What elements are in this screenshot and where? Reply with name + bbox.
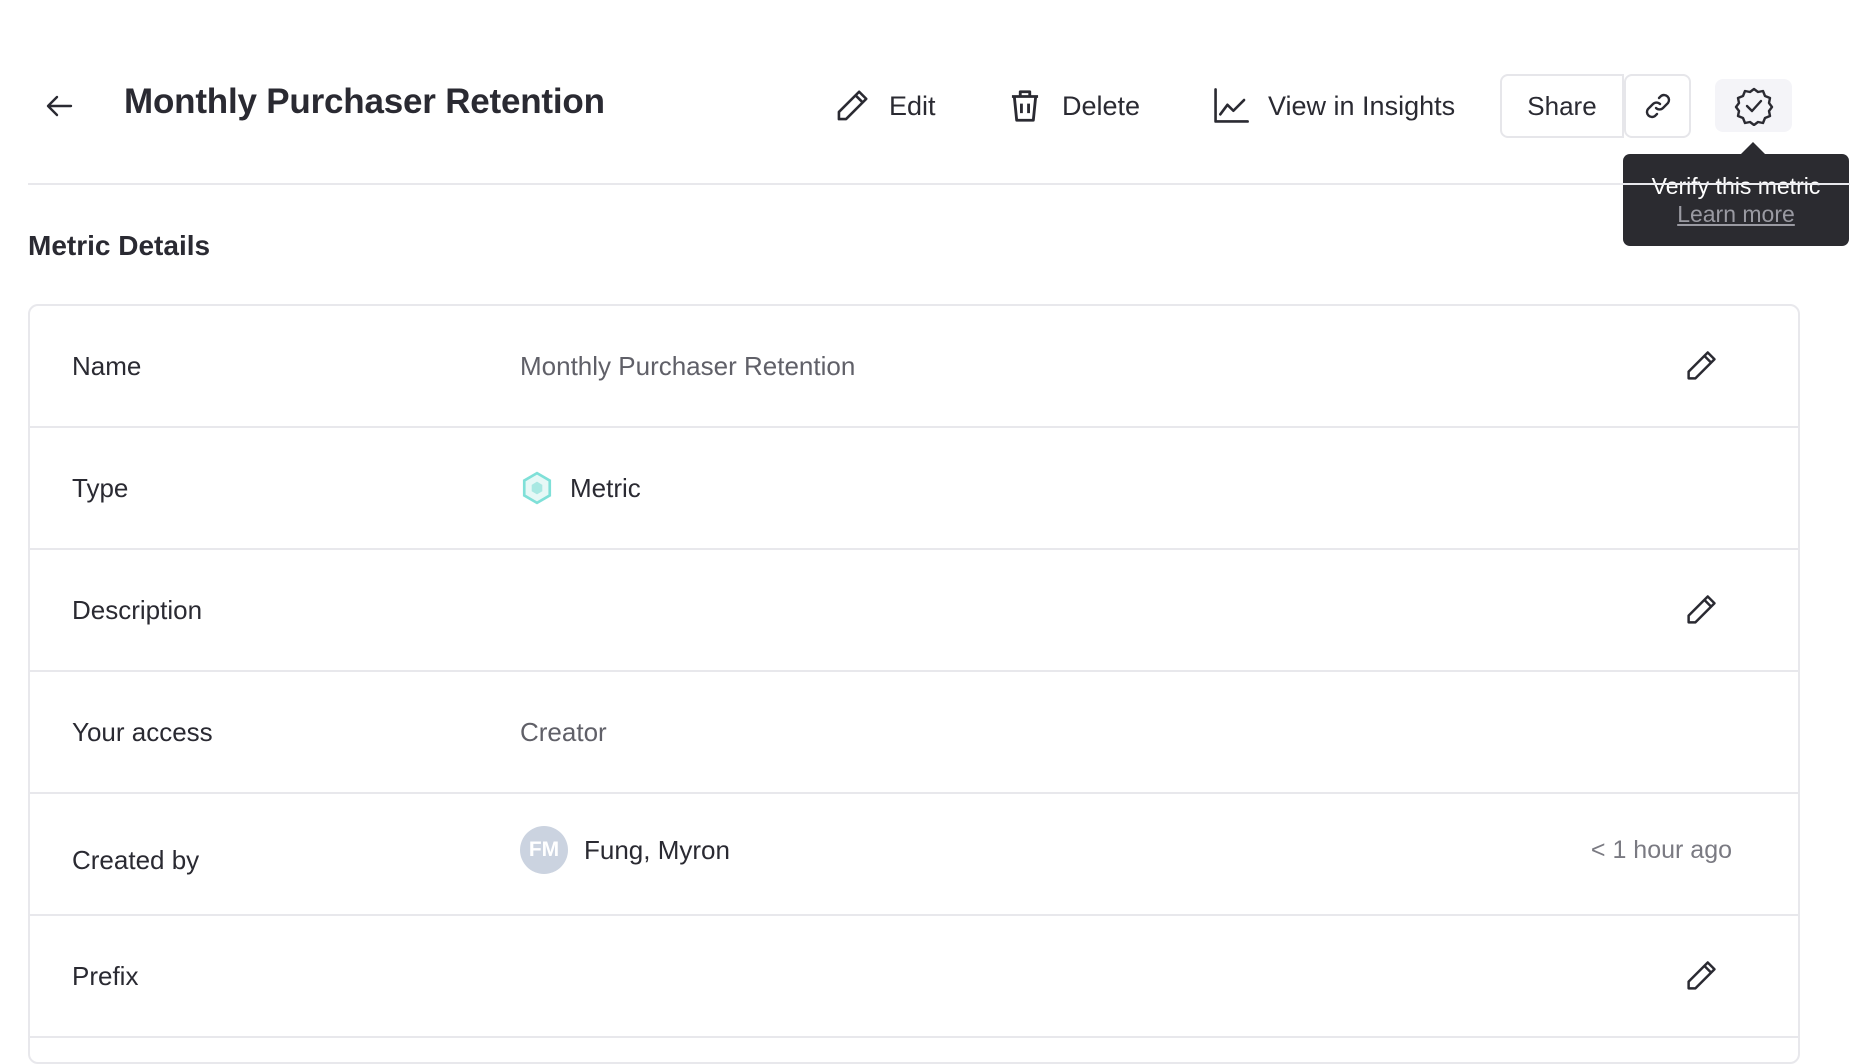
arrow-left-icon xyxy=(46,95,73,117)
detail-row-description: Description xyxy=(30,550,1798,672)
delete-label: Delete xyxy=(1062,90,1141,121)
detail-row-created-by: Created by FM Fung, Myron < 1 hour ago xyxy=(30,794,1798,916)
share-button[interactable]: Share xyxy=(1500,74,1624,138)
row-label: Prefix xyxy=(72,961,139,991)
verify-tooltip: Verify this metric Learn more xyxy=(1623,142,1849,246)
avatar: FM xyxy=(520,826,568,874)
share-label: Share xyxy=(1527,90,1597,121)
row-label: Type xyxy=(72,473,129,503)
detail-row-type: Type Metric xyxy=(30,428,1798,550)
header-divider xyxy=(28,183,1850,185)
learn-more-link[interactable]: Learn more xyxy=(1677,201,1795,227)
metric-details-card: Name Monthly Purchaser Retention Type Me… xyxy=(28,304,1800,1064)
pencil-icon[interactable] xyxy=(1683,958,1719,994)
view-in-insights-button[interactable]: View in Insights xyxy=(1212,84,1455,128)
row-label: Your access xyxy=(72,717,213,747)
verified-badge-icon xyxy=(1734,87,1773,126)
detail-row-access: Your access Creator xyxy=(30,672,1798,794)
edit-label: Edit xyxy=(889,90,936,121)
copy-link-button[interactable] xyxy=(1624,74,1691,138)
detail-row-prefix: Prefix xyxy=(30,916,1798,1038)
type-value: Metric xyxy=(520,428,641,548)
pencil-icon xyxy=(837,90,868,121)
detail-row-name: Name Monthly Purchaser Retention xyxy=(30,306,1798,428)
trash-icon xyxy=(1011,90,1039,122)
verify-metric-button[interactable] xyxy=(1715,79,1792,132)
row-label: Created by xyxy=(72,845,200,875)
pencil-icon[interactable] xyxy=(1683,592,1719,628)
back-button[interactable] xyxy=(44,88,76,124)
insights-label: View in Insights xyxy=(1268,90,1456,121)
link-icon xyxy=(1645,93,1670,119)
name-value: Monthly Purchaser Retention xyxy=(520,350,856,381)
creator-name: Fung, Myron xyxy=(584,834,730,865)
row-label: Name xyxy=(72,351,142,381)
creator-value: FM Fung, Myron xyxy=(520,790,730,910)
tooltip-text: Verify this metric xyxy=(1651,173,1821,199)
line-chart-icon xyxy=(1214,88,1249,123)
created-time: < 1 hour ago xyxy=(1590,836,1732,864)
hexagon-metric-icon xyxy=(522,471,552,505)
section-title: Metric Details xyxy=(28,230,211,261)
type-label: Metric xyxy=(570,472,641,503)
page-title: Monthly Purchaser Retention xyxy=(124,82,605,121)
access-value: Creator xyxy=(520,716,607,747)
edit-button[interactable]: Edit xyxy=(833,84,936,128)
pencil-icon[interactable] xyxy=(1683,348,1719,384)
delete-button[interactable]: Delete xyxy=(1006,84,1140,128)
row-label: Description xyxy=(72,595,203,625)
